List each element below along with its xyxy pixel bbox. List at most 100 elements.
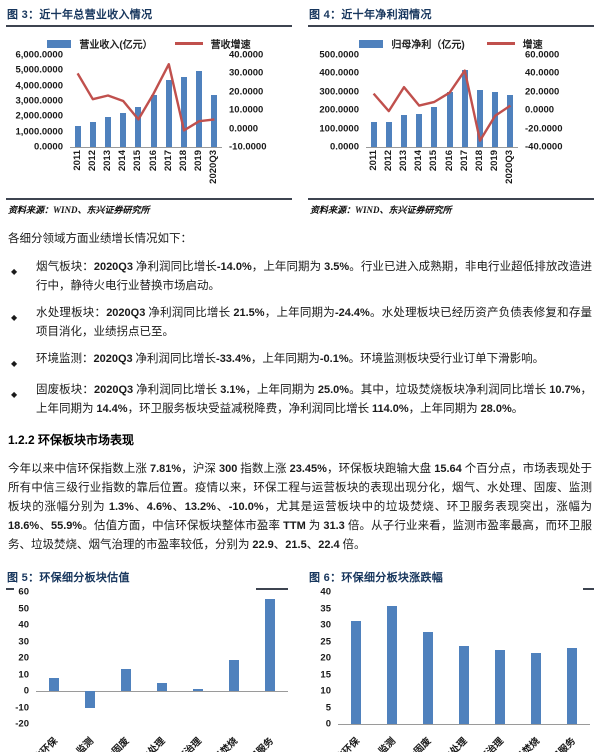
y-tick: 35 <box>320 603 331 614</box>
bullet-item: ◆ 固废板块：2020Q3 净利润同比增长 3.1%，上年同期为 25.0%。其… <box>8 381 592 419</box>
bar <box>89 121 96 147</box>
plot-area <box>36 592 288 724</box>
y-tick: 4,000.0000 <box>15 80 63 92</box>
bar <box>387 605 397 724</box>
bar <box>85 691 95 708</box>
x-label: 2016 <box>147 150 159 172</box>
x-label: 2011 <box>71 150 83 171</box>
bar <box>401 114 407 147</box>
y-tick: 200.0000 <box>319 104 359 116</box>
y-tick-right: 60.0000 <box>525 49 560 61</box>
figure-title: 图 3：近十年总营业收入情况 <box>7 9 153 21</box>
bar <box>370 122 377 147</box>
x-axis-line <box>36 691 288 692</box>
bar <box>121 669 131 691</box>
x-axis-line <box>366 147 518 148</box>
title-rule <box>6 588 292 590</box>
x-label: 水处理 <box>441 735 470 752</box>
bullet-text: 水处理板块：2020Q3 净利润同比增长 21.5%，上年同期为-24.4%。水… <box>36 307 593 338</box>
bar <box>351 620 361 724</box>
bar <box>495 650 505 724</box>
figure-title: 图 5：环保细分板块估值 <box>7 572 130 584</box>
x-label: 2015 <box>428 150 440 172</box>
y-tick: 10 <box>18 669 29 680</box>
bar <box>150 95 157 147</box>
y-tick: 0 <box>325 718 331 730</box>
source-note: 资料来源：WIND、东兴证券研究所 <box>6 198 292 218</box>
bar-swatch-icon <box>359 39 384 48</box>
bar <box>157 683 167 691</box>
y-tick: 10 <box>320 685 331 697</box>
y-tick: 2,000.0000 <box>15 110 63 122</box>
plot-area <box>70 55 222 148</box>
bar <box>385 122 392 147</box>
y-tick: 40 <box>320 586 331 598</box>
market-paragraph: 今年以来中信环保指数上涨 7.81%，沪深 300 指数上涨 23.45%，环保… <box>8 463 593 551</box>
title-rule <box>308 588 594 590</box>
x-label: 垃圾焚烧 <box>203 734 240 752</box>
y-tick: 400.0000 <box>319 67 359 79</box>
bar <box>423 631 433 724</box>
y-tick-right: 0.0000 <box>229 123 259 135</box>
y-tick: 0.0000 <box>329 141 359 153</box>
y-tick-right: 20.0000 <box>229 86 264 98</box>
y-tick-right: 40.0000 <box>525 67 560 79</box>
legend-label: 营收增速 <box>210 40 251 51</box>
bullet-item: ◆ 环境监测：2020Q3 净利润同比增长-33.4%，上年同期为-0.1%。环… <box>8 350 592 373</box>
bar <box>446 91 453 147</box>
x-axis-line <box>70 147 222 148</box>
y-tick-right: -40.0000 <box>525 141 563 153</box>
y-tick: 60 <box>18 586 29 598</box>
y-tick: 20 <box>18 652 29 664</box>
x-label: 监测 <box>74 735 96 752</box>
x-label: 水处理 <box>139 735 168 752</box>
bar-swatch-icon <box>47 39 72 48</box>
x-label: 2020Q3 <box>504 150 516 184</box>
x-label: 环卫服务 <box>541 734 578 752</box>
y-tick: 1,000.0000 <box>15 126 63 138</box>
y-tick: 20 <box>320 652 331 664</box>
y-tick: 0.0000 <box>33 141 63 153</box>
bar <box>105 117 111 147</box>
plot-area <box>338 592 590 725</box>
x-label: 2014 <box>117 150 129 172</box>
y-tick: 50 <box>18 603 29 614</box>
figure-5-valuation: 图 5：环保细分板块估值 60 50 40 30 20 10 0 -10 -20 中信环保监测大固… <box>6 567 292 752</box>
bullet-item: ◆ 水处理板块：2020Q3 净利润同比增长 21.5%，上年同期为-24.4%… <box>8 304 592 342</box>
legend-label: 增速 <box>522 40 543 51</box>
x-axis-line <box>338 724 590 725</box>
x-label: 2019 <box>489 150 501 172</box>
y-tick: 30 <box>18 636 29 647</box>
y-tick: 15 <box>320 669 331 680</box>
x-label: 2011 <box>367 150 379 171</box>
top-figure-row: 图 3：近十年总营业收入情况 营业收入(亿元） 营收增速 6,000.0000 5… <box>6 4 594 218</box>
x-label: 垃圾焚烧 <box>505 734 542 752</box>
body-text: 各细分领域方面业绩增长情况如下： ◆ 烟气板块：2020Q3 净利润同比增长-1… <box>8 230 592 555</box>
y-tick-right: 20.0000 <box>525 86 560 98</box>
bar <box>431 106 438 147</box>
bullet-text: 固废板块：2020Q3 净利润同比增长 3.1%，上年同期为 25.0%。其中，… <box>36 384 593 415</box>
x-label: 2018 <box>178 150 189 172</box>
y-tick-right: -10.0000 <box>229 141 267 153</box>
y-tick: 6,000.0000 <box>15 49 63 61</box>
bullet-item: ◆ 烟气板块：2020Q3 净利润同比增长-14.0%，上年同期为 3.5%。行… <box>8 258 592 296</box>
bullet-marker: ◆ <box>11 390 18 399</box>
bar <box>531 653 541 724</box>
bullet-marker: ◆ <box>11 267 18 276</box>
y-tick-right: 40.0000 <box>229 49 264 61</box>
legend: 营业收入(亿元） 营收增速 <box>6 36 292 51</box>
x-label: 2015 <box>132 150 144 172</box>
bar <box>193 688 203 691</box>
y-tick: 3,000.0000 <box>15 95 63 107</box>
source-note: 资料来源：WIND、东兴证券研究所 <box>308 198 594 218</box>
y-tick-right: -20.0000 <box>525 123 563 135</box>
x-label: 大固废 <box>103 735 132 752</box>
plot-area <box>366 55 518 148</box>
y-tick-right: 0.0000 <box>525 104 555 116</box>
x-label: 2019 <box>193 150 205 172</box>
y-tick: -20 <box>15 718 29 730</box>
bar <box>477 89 483 147</box>
x-label: 2016 <box>443 150 455 172</box>
x-label: 2012 <box>86 150 98 172</box>
